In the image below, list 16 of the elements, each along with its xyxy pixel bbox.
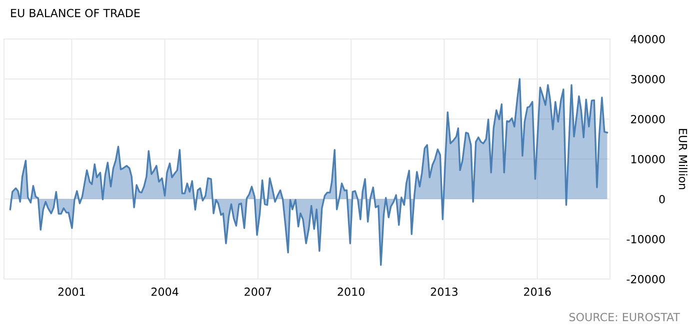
source-note: SOURCE: EUROSTAT xyxy=(569,312,680,322)
y-tick-label: 10000 xyxy=(631,154,665,164)
y-tick-label: -10000 xyxy=(626,234,665,244)
x-tick-label: 2013 xyxy=(430,288,458,296)
y-tick-label: 40000 xyxy=(630,34,665,44)
y-tick-label: 30000 xyxy=(631,74,665,84)
y-axis-title: EUR Million xyxy=(678,129,688,190)
x-tick-label: 2016 xyxy=(524,288,551,296)
x-tick-label: 2007 xyxy=(244,288,272,296)
x-tick-label: 2001 xyxy=(58,288,85,296)
x-tick-label: 2004 xyxy=(151,288,178,296)
x-tick-label: 2010 xyxy=(338,288,364,296)
y-tick-label: 0 xyxy=(659,194,665,204)
y-tick-label: -20000 xyxy=(626,274,665,284)
chart-title: EU BALANCE OF TRADE xyxy=(11,8,140,18)
y-tick-label: 20000 xyxy=(631,114,665,124)
